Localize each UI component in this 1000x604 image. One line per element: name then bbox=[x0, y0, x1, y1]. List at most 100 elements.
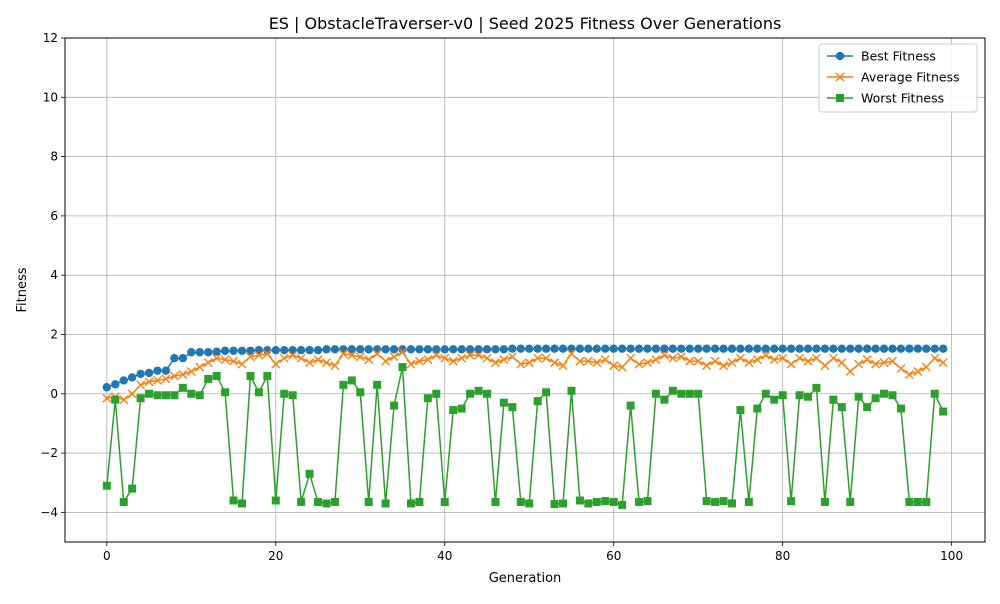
best-fitness-point bbox=[465, 345, 475, 354]
worst-fitness-point bbox=[330, 497, 339, 506]
best-fitness-point bbox=[203, 348, 213, 357]
average-fitness-point bbox=[811, 353, 821, 363]
average-fitness-point bbox=[778, 353, 788, 363]
average-fitness-point bbox=[457, 353, 467, 363]
worst-fitness-point bbox=[440, 497, 449, 506]
average-fitness-point bbox=[719, 361, 729, 371]
average-fitness-point bbox=[786, 359, 796, 369]
best-fitness-point bbox=[820, 344, 830, 353]
legend: Best Fitness Average Fitness Worst Fitness bbox=[818, 43, 978, 113]
average-fitness-point bbox=[195, 362, 205, 372]
worst-fitness-point bbox=[584, 499, 593, 508]
worst-fitness-point bbox=[516, 497, 525, 506]
worst-fitness-point bbox=[922, 497, 931, 506]
worst-fitness-point bbox=[905, 497, 914, 506]
best-fitness-point bbox=[280, 345, 289, 355]
average-fitness-point bbox=[119, 395, 129, 405]
best-fitness-point bbox=[195, 348, 204, 357]
worst-fitness-point bbox=[837, 403, 846, 412]
worst-fitness-point bbox=[280, 389, 289, 398]
best-fitness-point bbox=[381, 345, 390, 354]
worst-fitness-point bbox=[170, 391, 179, 400]
worst-fitness-point bbox=[271, 496, 280, 505]
average-fitness-point bbox=[229, 356, 239, 366]
average-fitness-point bbox=[288, 350, 298, 360]
best-fitness-point bbox=[846, 344, 855, 353]
best-fitness-point bbox=[229, 346, 238, 355]
average-fitness-point bbox=[490, 358, 500, 368]
legend-marker bbox=[836, 94, 844, 102]
worst-fitness-point bbox=[305, 469, 314, 478]
worst-fitness-point bbox=[626, 401, 635, 410]
average-fitness-point bbox=[550, 358, 560, 368]
worst-fitness-point bbox=[111, 395, 120, 404]
average-fitness-point bbox=[161, 374, 171, 384]
x-tick-label: 40 bbox=[437, 549, 452, 563]
worst-fitness-point bbox=[525, 499, 534, 508]
y-tick-label: 8 bbox=[50, 150, 58, 164]
x-tick-label: 20 bbox=[268, 549, 283, 563]
worst-fitness-point bbox=[846, 497, 855, 506]
worst-fitness-point bbox=[744, 497, 753, 506]
best-fitness-point bbox=[491, 345, 500, 354]
worst-fitness-point bbox=[651, 389, 660, 398]
worst-fitness-point bbox=[930, 389, 939, 398]
best-fitness-point bbox=[516, 344, 525, 353]
worst-fitness-point bbox=[863, 403, 872, 412]
best-fitness-point bbox=[677, 344, 686, 353]
average-fitness-point bbox=[727, 358, 737, 368]
best-fitness-point bbox=[212, 347, 221, 356]
best-fitness-point bbox=[626, 344, 635, 353]
best-fitness-point bbox=[702, 344, 711, 353]
best-fitness-point bbox=[246, 346, 255, 355]
average-fitness-point bbox=[381, 356, 391, 366]
average-fitness-point bbox=[499, 355, 509, 365]
average-fitness-point bbox=[887, 356, 897, 366]
worst-fitness-point bbox=[204, 374, 213, 383]
average-fitness-point bbox=[837, 358, 847, 368]
worst-fitness-point bbox=[592, 497, 601, 506]
worst-fitness-point bbox=[136, 394, 145, 403]
average-fitness-point bbox=[398, 347, 407, 357]
x-tick-label: 60 bbox=[606, 549, 621, 563]
best-fitness-point bbox=[499, 345, 509, 354]
worst-fitness-point bbox=[787, 497, 796, 506]
legend-entry-average-fitness: Average Fitness bbox=[827, 70, 960, 85]
average-fitness-point bbox=[136, 380, 146, 390]
average-fitness-point bbox=[127, 389, 137, 399]
best-fitness-point bbox=[406, 345, 416, 354]
worst-fitness-point bbox=[711, 497, 720, 506]
best-fitness-point bbox=[744, 344, 754, 353]
average-fitness-point bbox=[364, 355, 374, 365]
average-fitness-point bbox=[828, 353, 838, 363]
chart-title: ES | ObstacleTraverser-v0 | Seed 2025 Fi… bbox=[269, 14, 782, 33]
worst-fitness-point bbox=[812, 383, 821, 392]
best-fitness-point bbox=[938, 344, 948, 353]
worst-fitness-point bbox=[533, 397, 542, 406]
best-fitness-point bbox=[727, 344, 737, 353]
best-fitness-point bbox=[584, 344, 593, 353]
worst-fitness-point bbox=[618, 500, 627, 509]
worst-fitness-point bbox=[888, 391, 897, 400]
x-axis-label: Generation bbox=[489, 571, 562, 586]
average-fitness-point bbox=[389, 352, 399, 362]
worst-fitness-point bbox=[254, 388, 263, 397]
worst-fitness-point bbox=[559, 499, 568, 508]
best-fitness-point bbox=[778, 344, 787, 353]
average-fitness-point bbox=[482, 353, 492, 363]
average-fitness-point bbox=[169, 371, 179, 381]
worst-fitness-point bbox=[406, 499, 415, 508]
best-fitness-point bbox=[330, 345, 340, 354]
best-fitness-point bbox=[144, 368, 154, 378]
average-fitness-point bbox=[220, 355, 230, 365]
best-fitness-point bbox=[153, 366, 162, 375]
average-fitness-point bbox=[271, 359, 281, 369]
best-fitness-point bbox=[643, 344, 652, 353]
worst-fitness-point bbox=[102, 481, 111, 490]
average-fitness-point bbox=[735, 353, 745, 363]
best-fitness-point bbox=[871, 344, 880, 353]
worst-fitness-point bbox=[609, 497, 618, 506]
worst-fitness-point bbox=[187, 389, 196, 398]
average-fitness-point bbox=[347, 350, 357, 360]
worst-fitness-point bbox=[939, 407, 948, 416]
